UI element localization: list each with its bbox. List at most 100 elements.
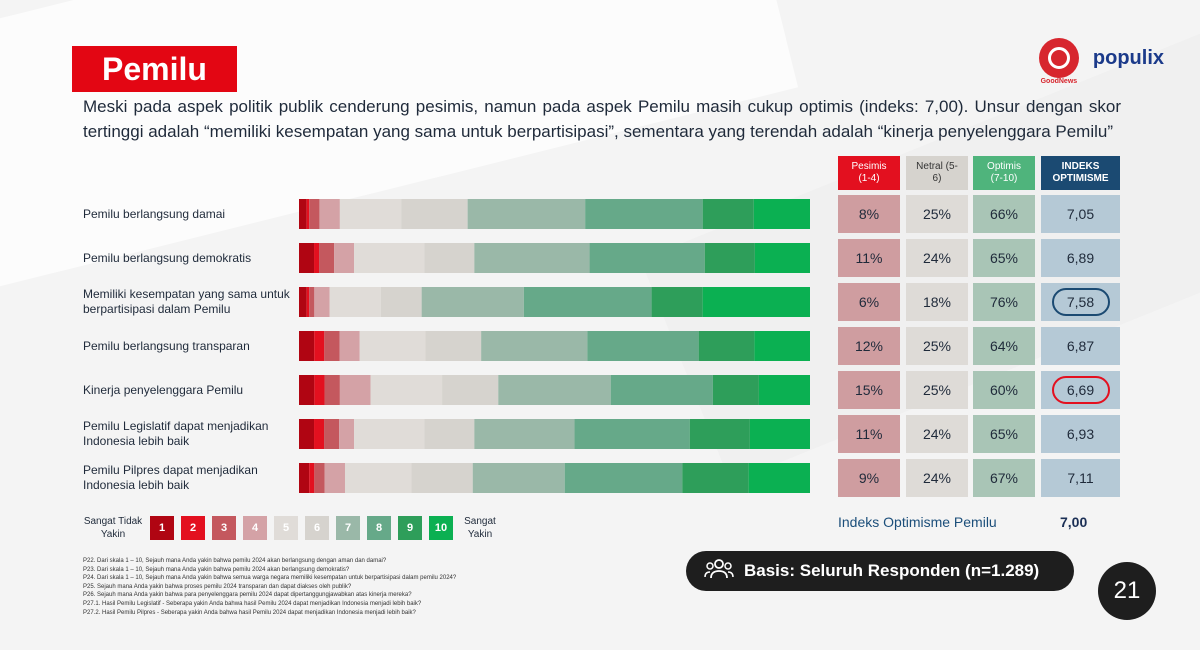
- bar-segment-2: [314, 243, 320, 273]
- row-label: Pemilu berlangsung demokratis: [83, 250, 252, 265]
- bar-segment-6: [424, 243, 475, 273]
- bar-segment-5: [339, 199, 402, 229]
- bar-segment-8: [610, 375, 713, 405]
- bar-segment-4: [324, 463, 345, 493]
- bar-segment-5: [354, 243, 425, 273]
- bar-segment-1: [299, 419, 315, 449]
- stat-cell-pesimis: 8%: [838, 195, 900, 233]
- stat-cell-pesimis: 11%: [838, 239, 900, 277]
- basis-text: Basis: Seluruh Responden (n=1.289): [744, 561, 1040, 580]
- scale-legend: Sangat Tidak Yakin 1 2 3 4 5 6 7 8 9 10 Sangat Ya…: [83, 515, 500, 541]
- bar-segment-6: [411, 463, 473, 493]
- page-number: 21: [1098, 562, 1156, 620]
- bar-segment-5: [370, 375, 443, 405]
- bar-segment-4: [334, 243, 355, 273]
- column-header-indeks: INDEKS OPTIMISME: [1041, 156, 1120, 190]
- stat-cell-pesimis: 11%: [838, 415, 900, 453]
- legend-swatch-4: 4: [243, 516, 267, 540]
- stat-cell-pesimis: 6%: [838, 283, 900, 321]
- question-note: P27.2. Hasil Pemilu Pilpres - Seberapa y…: [83, 609, 416, 616]
- bar-segment-3: [324, 331, 340, 361]
- bar-segment-7: [421, 287, 524, 317]
- question-notes: P22. Dari skala 1 – 10, Sejauh mana Anda…: [83, 557, 643, 617]
- bar-segment-6: [425, 331, 482, 361]
- bar-segment-10: [702, 287, 810, 317]
- column-header-optimis: Optimis (7-10): [973, 156, 1035, 190]
- bar-segment-7: [498, 375, 611, 405]
- bar-segment-9: [698, 331, 755, 361]
- bar-segment-5: [359, 331, 426, 361]
- stat-cell-indeks: 6,89: [1041, 239, 1120, 277]
- bar-segment-6: [424, 419, 475, 449]
- legend-swatch-1: 1: [150, 516, 174, 540]
- goodnews-logo: GoodNews: [1038, 38, 1079, 85]
- column-header-text: Netral (5-6): [916, 161, 958, 184]
- bar-segment-8: [589, 243, 705, 273]
- bar-segment-8: [564, 463, 683, 493]
- bar-segment-9: [702, 199, 754, 229]
- bar-segment-4: [339, 419, 355, 449]
- stat-cell-optimis: 76%: [973, 283, 1035, 321]
- basis-pill: Basis: Seluruh Responden (n=1.289): [686, 551, 1074, 591]
- bar-segment-6: [380, 287, 422, 317]
- summary-label: Indeks Optimisme Pemilu: [838, 514, 997, 530]
- bar-segment-2: [306, 199, 310, 229]
- bar-segment-4: [314, 287, 330, 317]
- legend-swatch-8: 8: [367, 516, 391, 540]
- bar-segment-6: [442, 375, 499, 405]
- row-label: Pemilu Pilpres dapat menjadikan Indonesi…: [83, 463, 258, 492]
- bar-segment-10: [749, 419, 810, 449]
- stat-cell-optimis: 67%: [973, 459, 1035, 497]
- bar-segment-10: [754, 243, 810, 273]
- page-subtitle: Meski pada aspek politik publik cenderun…: [83, 97, 1121, 141]
- bar-segment-2: [309, 463, 315, 493]
- bar-segment-1: [299, 199, 307, 229]
- question-note: P23. Dari skala 1 – 10, Sejauh mana Anda…: [83, 566, 350, 573]
- bar-segment-1: [299, 463, 310, 493]
- bar-segment-5: [344, 463, 412, 493]
- stat-cell-netral: 25%: [906, 327, 968, 365]
- stat-cell-optimis: 64%: [973, 327, 1035, 365]
- bar-segment-4: [339, 375, 371, 405]
- row-label: Memiliki kesempatan yang sama untuk berp…: [83, 287, 290, 316]
- summary-value: 7,00: [1060, 514, 1088, 530]
- legend-swatch-10: 10: [429, 516, 453, 540]
- stat-cell-indeks: 6,93: [1041, 415, 1120, 453]
- question-note: P27.1. Hasil Pemilu Legislatif - Seberap…: [83, 600, 422, 607]
- stat-cell-netral: 25%: [906, 371, 968, 409]
- bar-segment-5: [329, 287, 381, 317]
- bar-segment-1: [299, 287, 307, 317]
- row-label: Kinerja penyelenggara Pemilu: [83, 382, 244, 397]
- question-note: P22. Dari skala 1 – 10, Sejauh mana Anda…: [83, 558, 387, 564]
- legend-low-label: Sangat Tidak Yakin: [83, 516, 143, 540]
- row-label: Pemilu berlangsung damai: [83, 206, 226, 221]
- stat-cell-netral: 24%: [906, 415, 968, 453]
- logo-area: GoodNews populix: [1038, 38, 1164, 85]
- column-header-text: Optimis (7-10): [987, 161, 1021, 184]
- stat-cell-netral: 18%: [906, 283, 968, 321]
- bar-segment-1: [299, 331, 315, 361]
- stat-cell-optimis: 65%: [973, 239, 1035, 277]
- column-header-pesimis: Pesimis (1-4): [838, 156, 900, 190]
- goodnews-logo-text: GoodNews: [1040, 78, 1078, 85]
- stat-cell-optimis: 66%: [973, 195, 1035, 233]
- legend-swatch-9: 9: [398, 516, 422, 540]
- stat-cell-optimis: 65%: [973, 415, 1035, 453]
- bar-segment-9: [704, 243, 755, 273]
- legend-swatch-2: 2: [181, 516, 205, 540]
- stat-cell-indeks: 7,11: [1041, 459, 1120, 497]
- legend-swatch-5: 5: [274, 516, 298, 540]
- bar-segment-5: [354, 419, 425, 449]
- bar-segment-1: [299, 243, 315, 273]
- bar-segment-3: [324, 375, 340, 405]
- bar-segment-2: [314, 419, 325, 449]
- bar-segment-9: [651, 287, 703, 317]
- bar-segment-3: [324, 419, 340, 449]
- question-note: P26. Sejauh mana Anda yakin bahwa para p…: [83, 592, 412, 599]
- bar-segment-2: [314, 331, 325, 361]
- page-title: Pemilu: [72, 46, 237, 92]
- stat-cell-indeks: 6,87: [1041, 327, 1120, 365]
- bar-segment-3: [309, 199, 320, 229]
- bar-segment-7: [481, 331, 588, 361]
